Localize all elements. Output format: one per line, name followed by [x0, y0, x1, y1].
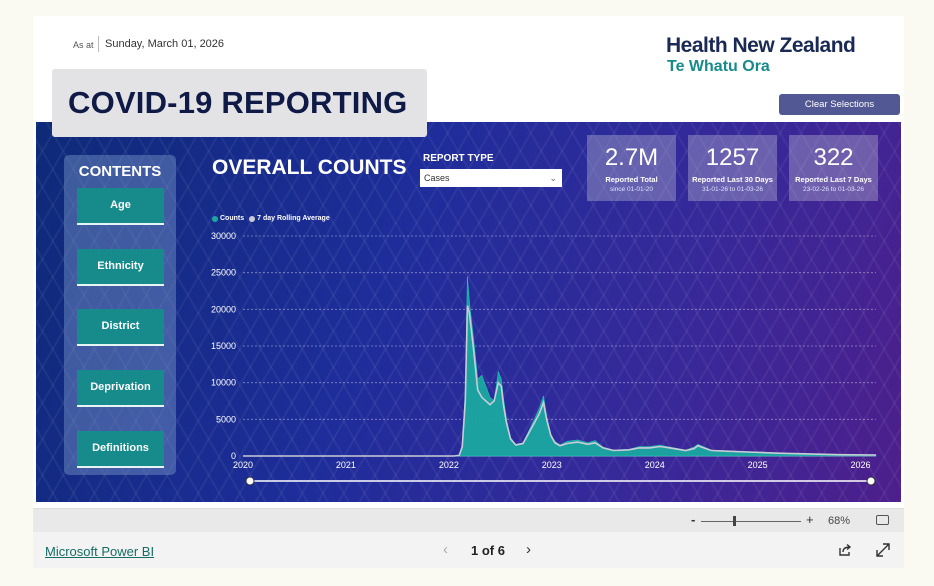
fullscreen-icon[interactable]	[876, 543, 890, 557]
zoom-out-button[interactable]: -	[691, 512, 696, 527]
report-type-dropdown[interactable]: Cases ⌄	[420, 169, 562, 187]
y-tick-label: 20000	[211, 304, 236, 314]
kpi-label: Reported Last 30 Days	[692, 175, 773, 184]
previous-page-button[interactable]: ‹	[443, 541, 448, 558]
y-tick-label: 10000	[211, 378, 236, 388]
legend-counts-label: Counts	[220, 215, 245, 222]
x-tick-label: 2023	[542, 460, 562, 470]
report-canvas: As at Sunday, March 01, 2026 Health New …	[33, 16, 904, 508]
report-title: COVID-19 REPORTING	[68, 85, 408, 120]
as-at-label: As at	[73, 40, 94, 50]
report-type-label: REPORT TYPE	[423, 153, 494, 164]
legend-rolling-marker	[249, 215, 256, 222]
counts-area	[243, 276, 877, 457]
power-bi-link[interactable]: Microsoft Power BI	[45, 544, 155, 559]
x-tick-label: 2025	[748, 460, 768, 470]
cases-chart: 0 5000 10000 15000 20000 25000 30000 2020 2021 20…	[211, 231, 877, 486]
kpi-subtitle: 31-01-26 to 01-03-26	[701, 186, 764, 193]
kpi-value: 322	[813, 144, 854, 171]
contents-title: CONTENTS	[78, 163, 162, 180]
nav-button-district[interactable]: District	[77, 309, 164, 346]
x-tick-label: 2024	[645, 460, 665, 470]
report-title-box: COVID-19 REPORTING	[52, 69, 427, 137]
section-title: OVERALL COUNTS	[212, 156, 407, 179]
rolling-average-line	[243, 305, 877, 457]
fit-to-page-icon[interactable]	[876, 515, 889, 525]
x-tick-label: 2020	[233, 460, 253, 470]
legend-rolling-label: 7 day Rolling Average	[257, 215, 330, 222]
nav-button-age[interactable]: Age	[77, 188, 164, 225]
kpi-subtitle: since 01-01-20	[610, 186, 653, 193]
nav-button-ethnicity[interactable]: Ethnicity	[77, 249, 164, 286]
as-at-date: Sunday, March 01, 2026	[105, 38, 225, 50]
kpi-card-total: 2.7M Reported Total since 01-01-20	[587, 135, 676, 201]
date-range-start-handle	[245, 476, 255, 486]
y-tick-label: 15000	[211, 341, 236, 351]
report-type-value: Cases	[424, 173, 450, 183]
share-icon[interactable]	[838, 543, 852, 557]
brand-logo-subtitle: Te Whatu Ora	[667, 58, 770, 75]
y-tick-label: 0	[231, 451, 236, 461]
y-tick-label: 30000	[211, 231, 236, 241]
kpi-subtitle: 23-02-26 to 01-03-26	[802, 186, 865, 193]
x-tick-label: 2021	[336, 460, 356, 470]
footer-bar: Microsoft Power BI ‹ 1 of 6 ›	[33, 532, 904, 568]
kpi-label: Reported Last 7 Days	[795, 175, 872, 184]
x-tick-label: 2026	[851, 460, 871, 470]
dashboard-panel: CONTENTS Age Ethnicity District Deprivat…	[36, 122, 901, 502]
chart-legend: Counts 7 day Rolling Average	[212, 215, 330, 222]
date-range-end-handle	[866, 476, 876, 486]
zoom-in-button[interactable]: +	[806, 512, 814, 527]
clear-selections-button[interactable]: Clear Selections	[779, 94, 900, 115]
kpi-card-30-days: 1257 Reported Last 30 Days 31-01-26 to 0…	[688, 135, 777, 201]
zoom-slider-track[interactable]	[701, 521, 801, 522]
nav-button-definitions[interactable]: Definitions	[77, 431, 164, 468]
zoom-slider-thumb[interactable]	[733, 516, 736, 526]
zoom-level: 68%	[828, 515, 851, 527]
brand-logo-title: Health New Zealand	[666, 34, 856, 57]
y-tick-label: 5000	[216, 414, 236, 424]
nav-button-deprivation[interactable]: Deprivation	[77, 370, 164, 407]
contents-nav: CONTENTS Age Ethnicity District Deprivat…	[64, 155, 176, 475]
chevron-down-icon: ⌄	[549, 173, 557, 183]
legend-counts-marker	[212, 215, 218, 222]
zoom-bar: - + 68%	[33, 508, 904, 532]
kpi-value: 2.7M	[604, 144, 659, 171]
y-tick-label: 25000	[211, 268, 236, 278]
x-tick-label: 2022	[439, 460, 459, 470]
kpi-card-7-days: 322 Reported Last 7 Days 23-02-26 to 01-…	[789, 135, 878, 201]
next-page-button[interactable]: ›	[526, 541, 531, 558]
kpi-label: Reported Total	[605, 175, 658, 184]
kpi-value: 1257	[705, 144, 760, 171]
as-at-divider	[98, 36, 99, 52]
page-indicator: 1 of 6	[471, 543, 505, 558]
